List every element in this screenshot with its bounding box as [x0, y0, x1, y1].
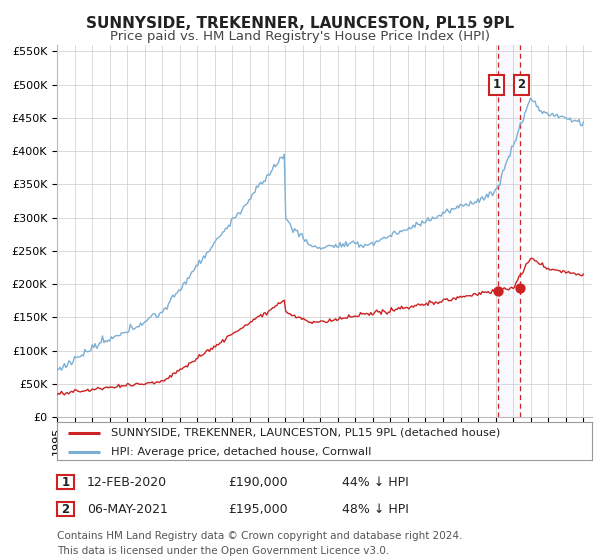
- Text: Contains HM Land Registry data © Crown copyright and database right 2024.
This d: Contains HM Land Registry data © Crown c…: [57, 531, 463, 556]
- Point: [493, 286, 503, 295]
- Text: 12-FEB-2020: 12-FEB-2020: [87, 476, 167, 489]
- Text: 2: 2: [517, 78, 526, 91]
- Text: SUNNYSIDE, TREKENNER, LAUNCESTON, PL15 9PL (detached house): SUNNYSIDE, TREKENNER, LAUNCESTON, PL15 9…: [110, 427, 500, 437]
- Text: HPI: Average price, detached house, Cornwall: HPI: Average price, detached house, Corn…: [110, 447, 371, 457]
- Text: £195,000: £195,000: [228, 503, 287, 516]
- Bar: [498, 45, 520, 417]
- Point: [515, 283, 524, 292]
- Text: SUNNYSIDE, TREKENNER, LAUNCESTON, PL15 9PL: SUNNYSIDE, TREKENNER, LAUNCESTON, PL15 9…: [86, 16, 514, 31]
- Text: 2: 2: [61, 502, 70, 516]
- Text: 48% ↓ HPI: 48% ↓ HPI: [342, 503, 409, 516]
- Text: 1: 1: [61, 475, 70, 489]
- Text: 06-MAY-2021: 06-MAY-2021: [87, 503, 168, 516]
- Text: £190,000: £190,000: [228, 476, 287, 489]
- Text: Price paid vs. HM Land Registry's House Price Index (HPI): Price paid vs. HM Land Registry's House …: [110, 30, 490, 43]
- Text: 44% ↓ HPI: 44% ↓ HPI: [342, 476, 409, 489]
- Text: 1: 1: [493, 78, 500, 91]
